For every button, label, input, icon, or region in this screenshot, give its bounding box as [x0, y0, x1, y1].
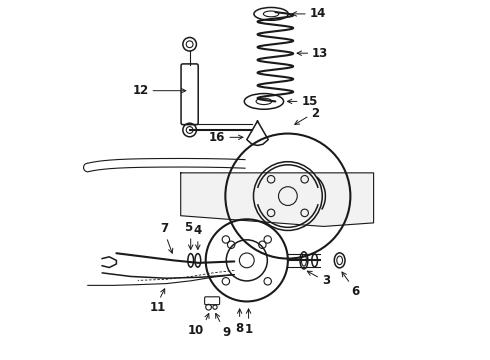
Text: 7: 7: [161, 222, 169, 235]
Text: 15: 15: [301, 95, 318, 108]
Text: 11: 11: [149, 301, 166, 314]
Text: 1: 1: [245, 323, 253, 336]
Text: 6: 6: [351, 285, 359, 298]
Text: 2: 2: [311, 107, 319, 120]
Text: 12: 12: [132, 84, 148, 97]
Text: 13: 13: [312, 47, 328, 60]
Text: 9: 9: [222, 326, 230, 339]
Text: 10: 10: [187, 324, 203, 337]
Text: 16: 16: [209, 131, 225, 144]
Polygon shape: [102, 257, 117, 267]
Text: 8: 8: [236, 322, 244, 335]
Text: 5: 5: [184, 221, 193, 234]
Polygon shape: [247, 121, 268, 145]
Polygon shape: [181, 173, 373, 226]
Text: 4: 4: [194, 224, 202, 237]
Text: 14: 14: [310, 8, 326, 21]
Text: 3: 3: [322, 274, 330, 287]
